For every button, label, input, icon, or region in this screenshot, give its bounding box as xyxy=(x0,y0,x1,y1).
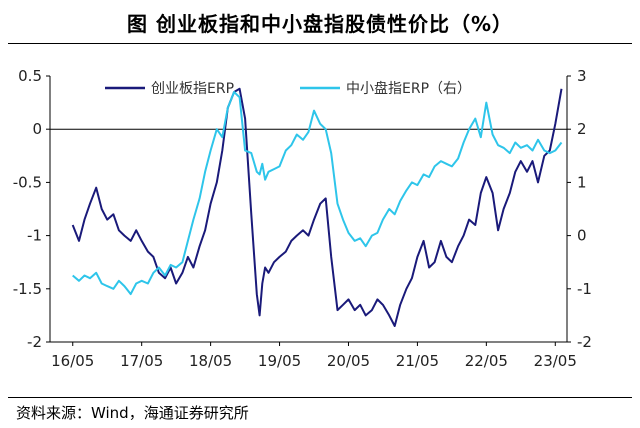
series-line-1 xyxy=(71,87,563,327)
source-divider xyxy=(8,397,632,398)
axes: 0.5 0 -0.5 -1 -1.5 -2 3 2 1 0 -1 -2 16/05 17/05 18/05 1… xyxy=(13,67,592,370)
right-tick-label: 1 xyxy=(577,173,587,191)
left-tick-label: -0.5 xyxy=(13,173,42,191)
right-tick-label: 3 xyxy=(577,67,587,85)
left-tick-label: -2 xyxy=(27,333,42,351)
left-tick-label: -1.5 xyxy=(13,280,42,298)
chart-area: 0.5 0 -0.5 -1 -1.5 -2 3 2 1 0 -1 -2 16/05 17/05 18/05 1… xyxy=(13,67,592,370)
series-line-2 xyxy=(72,91,563,296)
right-tick-label: -2 xyxy=(577,333,592,351)
right-tick-label: 2 xyxy=(577,120,587,138)
x-tick-label: 22/05 xyxy=(465,352,508,370)
x-tick-label: 23/05 xyxy=(534,352,577,370)
x-tick-label: 18/05 xyxy=(189,352,232,370)
right-tick-label: 0 xyxy=(577,227,587,245)
x-tick-label: 17/05 xyxy=(120,352,163,370)
x-tick-label: 16/05 xyxy=(51,352,94,370)
right-tick-label: -1 xyxy=(577,280,592,298)
chart-title: 图 创业板指和中小盘指股债性价比（%） xyxy=(126,12,513,36)
title-bar: 图 创业板指和中小盘指股债性价比（%） xyxy=(0,0,640,44)
x-tick-label: 20/05 xyxy=(327,352,370,370)
x-tick-label: 21/05 xyxy=(396,352,439,370)
series-lines xyxy=(71,87,563,327)
legend-label-2: 中小盘指ERP（右） xyxy=(346,80,471,97)
x-tick-label: 19/05 xyxy=(258,352,301,370)
left-tick-label: -1 xyxy=(27,227,42,245)
title-divider xyxy=(8,43,632,44)
legend-label-1: 创业板指ERP xyxy=(151,81,234,97)
source-note: 资料来源：Wind，海通证券研究所 xyxy=(16,404,249,422)
left-tick-label: 0 xyxy=(32,120,42,138)
left-tick-label: 0.5 xyxy=(18,67,42,85)
legend: 创业板指ERP 中小盘指ERP（右） xyxy=(105,80,471,97)
